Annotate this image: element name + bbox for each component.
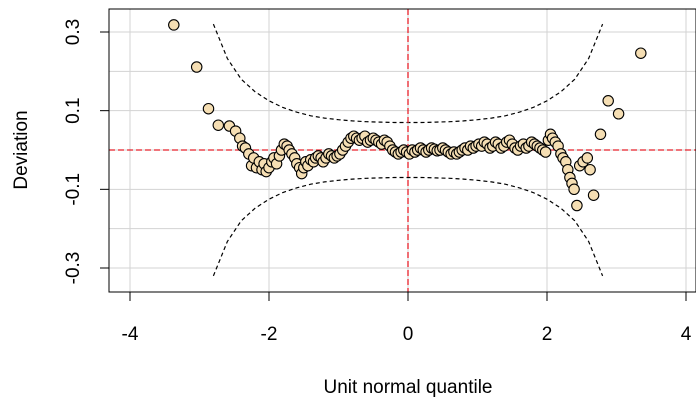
x-tick-label: -2 <box>261 324 278 345</box>
x-tick-label: 0 <box>403 324 414 345</box>
y-axis: -0.3 -0.1 0.1 0.3 <box>63 19 109 285</box>
data-point <box>602 95 614 107</box>
x-axis-label: Unit normal quantile <box>324 377 493 398</box>
data-point <box>190 61 203 73</box>
x-tick-label: -4 <box>122 324 139 345</box>
data-point <box>568 183 580 196</box>
data-point <box>202 102 215 115</box>
x-axis: -4 -2 0 2 4 <box>122 291 692 345</box>
x-tick-label: 4 <box>681 324 692 345</box>
data-point <box>168 19 180 31</box>
y-tick-label: -0.1 <box>63 173 84 206</box>
x-tick-label: 2 <box>542 324 553 345</box>
y-tick-label: 0.1 <box>63 97 84 123</box>
y-axis-label: Deviation <box>11 110 32 189</box>
data-point <box>594 128 607 141</box>
y-tick-label: 0.3 <box>63 19 84 45</box>
data-point <box>539 146 552 158</box>
data-points <box>168 19 647 212</box>
data-point <box>581 152 594 164</box>
data-point <box>584 163 596 176</box>
data-point <box>587 189 600 201</box>
y-tick-label: -0.3 <box>63 252 84 285</box>
data-point <box>212 119 225 131</box>
data-point <box>571 199 583 212</box>
envelope-lower-line <box>212 176 604 277</box>
data-point <box>635 47 647 59</box>
data-point <box>612 108 625 120</box>
